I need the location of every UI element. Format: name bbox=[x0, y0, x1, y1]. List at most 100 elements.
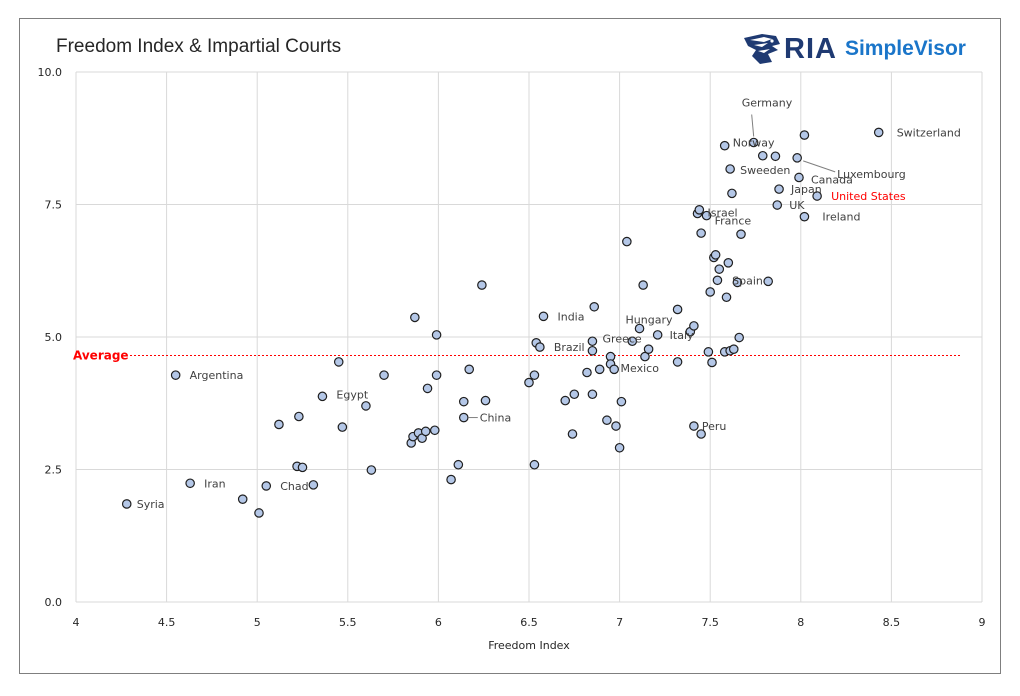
data-points bbox=[121, 127, 884, 518]
x-tick-label: 8 bbox=[797, 616, 804, 629]
point-labels: Syria Argentina Iran Chad Egypt China Brazil In… bbox=[137, 96, 961, 510]
data-point bbox=[560, 395, 571, 406]
data-point bbox=[529, 370, 540, 380]
data-point bbox=[640, 351, 650, 362]
data-point bbox=[317, 391, 328, 402]
data-point bbox=[873, 127, 884, 138]
data-point bbox=[453, 459, 464, 470]
data-point bbox=[410, 312, 420, 323]
point-label: Italy bbox=[670, 329, 694, 342]
data-point bbox=[524, 377, 534, 388]
data-point bbox=[535, 342, 545, 352]
data-point bbox=[587, 345, 598, 356]
data-point bbox=[538, 311, 549, 322]
point-label: Iran bbox=[204, 477, 226, 490]
y-tick-label: 2.5 bbox=[45, 464, 63, 477]
data-point bbox=[587, 336, 598, 347]
x-tick-label: 9 bbox=[979, 616, 986, 629]
ria-simplevisor-logo: RIA SimpleVisor bbox=[742, 29, 966, 69]
data-point bbox=[728, 344, 739, 354]
point-label: UK bbox=[789, 199, 805, 212]
chart-frame: Freedom Index & Impartial Courts RIA Sim… bbox=[19, 18, 1001, 674]
point-label: Syria bbox=[137, 498, 165, 511]
x-tick-label: 7.5 bbox=[701, 616, 719, 629]
point-label: Greece bbox=[603, 333, 642, 346]
data-point bbox=[634, 323, 645, 334]
data-point bbox=[725, 164, 735, 174]
data-point bbox=[732, 277, 743, 288]
logo-brand-text: RIA bbox=[784, 32, 837, 65]
data-point bbox=[627, 336, 638, 347]
data-point bbox=[431, 330, 442, 340]
data-point bbox=[714, 264, 725, 274]
data-point bbox=[710, 250, 721, 260]
data-point bbox=[812, 191, 822, 201]
y-tick-label: 10.0 bbox=[38, 66, 63, 79]
data-point bbox=[652, 330, 663, 340]
data-point bbox=[763, 276, 773, 287]
data-point bbox=[366, 465, 377, 475]
data-point bbox=[799, 130, 810, 140]
data-point bbox=[770, 151, 781, 162]
data-point bbox=[422, 383, 433, 394]
point-label: Spain bbox=[732, 274, 763, 287]
x-tick-label: 8.5 bbox=[883, 616, 901, 629]
data-point bbox=[569, 389, 580, 400]
point-label: Japan bbox=[790, 183, 822, 196]
data-point bbox=[734, 332, 744, 343]
point-label: Peru bbox=[702, 420, 727, 433]
gridlines bbox=[75, 71, 983, 603]
data-point bbox=[446, 474, 456, 485]
point-label: Egypt bbox=[336, 388, 368, 401]
y-tick-label: 0.0 bbox=[45, 596, 63, 609]
data-point bbox=[616, 396, 627, 407]
data-point bbox=[602, 415, 612, 426]
data-point bbox=[333, 357, 344, 367]
data-point bbox=[294, 411, 304, 422]
point-label: Mexico bbox=[621, 362, 660, 375]
data-point bbox=[567, 429, 578, 439]
data-point bbox=[337, 422, 348, 432]
data-point bbox=[694, 205, 705, 215]
data-point bbox=[480, 395, 491, 406]
data-point bbox=[274, 419, 284, 430]
eagle-head-icon bbox=[744, 34, 780, 64]
logo-product-text: SimpleVisor bbox=[844, 37, 966, 60]
data-point bbox=[185, 478, 195, 489]
point-label: United States bbox=[831, 190, 906, 203]
data-point bbox=[254, 508, 264, 518]
data-point bbox=[643, 344, 654, 354]
data-point bbox=[464, 364, 475, 375]
y-tick-label: 5.0 bbox=[45, 331, 63, 344]
data-point bbox=[297, 462, 308, 473]
x-axis-title: Freedom Index bbox=[488, 639, 570, 652]
data-point bbox=[719, 140, 730, 151]
data-point bbox=[712, 275, 723, 286]
data-point bbox=[609, 364, 619, 375]
data-point bbox=[458, 412, 469, 423]
data-point bbox=[477, 280, 487, 290]
data-point bbox=[594, 364, 605, 375]
point-label: Canada bbox=[811, 173, 853, 186]
point-label: Norway bbox=[733, 137, 775, 150]
x-tick-label: 4 bbox=[73, 616, 80, 629]
data-point bbox=[772, 200, 783, 210]
data-point bbox=[794, 172, 804, 183]
data-point bbox=[121, 499, 132, 509]
data-point bbox=[672, 357, 683, 367]
data-point bbox=[582, 367, 592, 378]
point-label: Argentina bbox=[190, 369, 244, 382]
data-point bbox=[736, 229, 746, 239]
point-label: India bbox=[557, 310, 584, 323]
point-label: Israel bbox=[708, 207, 738, 220]
x-tick-label: 6 bbox=[435, 616, 442, 629]
data-point bbox=[696, 429, 706, 439]
data-point bbox=[727, 188, 737, 199]
average-line-group: Average bbox=[73, 349, 962, 363]
data-point bbox=[170, 370, 181, 380]
data-point bbox=[431, 370, 442, 380]
data-point bbox=[774, 184, 784, 194]
data-point bbox=[614, 442, 625, 453]
x-tick-label: 7 bbox=[616, 616, 623, 629]
axes: 4 4.5 5 5.5 6 6.5 7 7.5 8 8.5 9 0.0 2.5 5.0 7.5 10.0 bbox=[38, 66, 986, 629]
